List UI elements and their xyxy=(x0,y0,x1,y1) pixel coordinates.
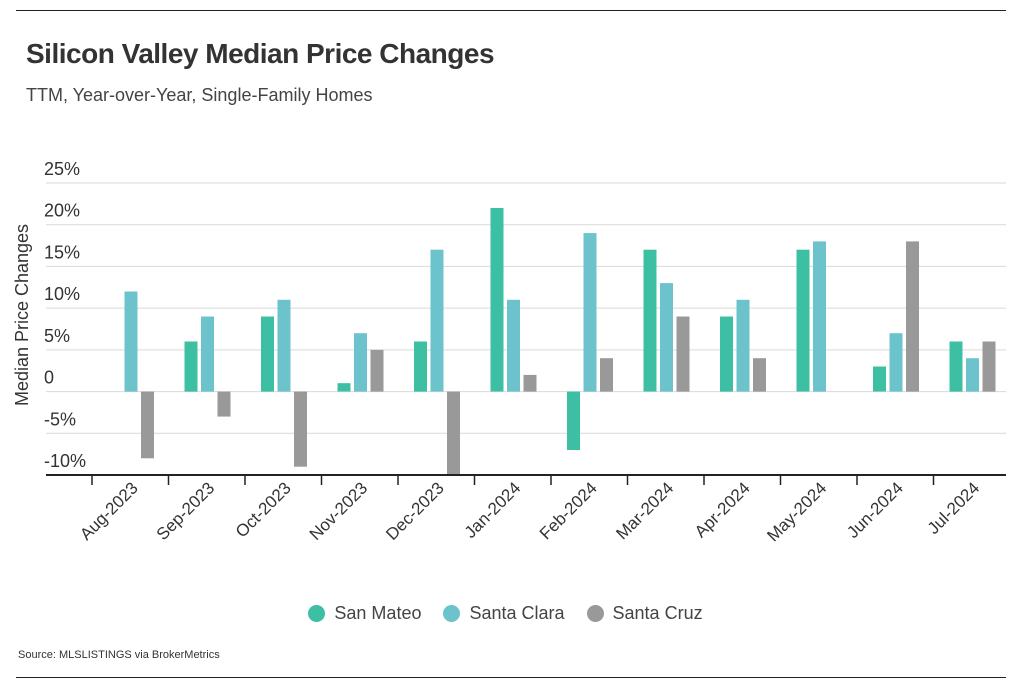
bar-santa-cruz-jun-2024 xyxy=(906,241,919,392)
bar-santa-clara-aug-2023 xyxy=(124,291,138,392)
bar-santa-cruz-nov-2023 xyxy=(370,349,384,392)
x-tick-label: Feb-2024 xyxy=(536,478,601,543)
legend-swatch xyxy=(586,605,604,622)
bar-santa-cruz-jul-2024 xyxy=(982,341,996,392)
y-tick-label: 5% xyxy=(44,326,70,346)
bar-santa-clara-may-2024 xyxy=(813,241,826,392)
legend-item-santa-clara: Santa Clara xyxy=(443,603,565,624)
legend-label: Santa Clara xyxy=(469,603,565,623)
y-tick-label: 25% xyxy=(44,159,80,179)
bar-san-mateo-may-2024 xyxy=(796,249,810,392)
y-tick-label: -10% xyxy=(44,451,86,471)
x-tick-label: Dec-2023 xyxy=(382,478,448,544)
bar-santa-clara-oct-2023 xyxy=(277,299,291,392)
x-tick-label: Mar-2024 xyxy=(612,478,677,543)
bar-santa-cruz-jan-2024 xyxy=(523,374,537,392)
legend-label: Santa Cruz xyxy=(612,603,703,623)
legend-item-santa-cruz: Santa Cruz xyxy=(586,603,703,624)
y-tick-label: 20% xyxy=(44,201,80,221)
legend-label: San Mateo xyxy=(334,603,422,623)
bar-san-mateo-feb-2024 xyxy=(567,391,580,450)
y-axis-title: Median Price Changes xyxy=(12,224,32,406)
bar-santa-clara-jul-2024 xyxy=(966,358,979,392)
chart-legend: San Mateo Santa Clara Santa Cruz xyxy=(0,603,1011,624)
bar-santa-clara-sep-2023 xyxy=(201,316,214,392)
bar-santa-cruz-sep-2023 xyxy=(217,391,231,417)
bar-san-mateo-jan-2024 xyxy=(490,208,504,392)
bar-santa-clara-apr-2024 xyxy=(736,299,750,392)
chart-plot: Median Price Changes 25% 20% 15% 10% 5% 0 -5% -1… xyxy=(12,159,1006,545)
x-tick-label: Apr-2024 xyxy=(691,478,754,541)
chart-subtitle: TTM, Year-over-Year, Single-Family Homes xyxy=(26,85,373,105)
bar-san-mateo-jul-2024 xyxy=(949,341,963,392)
x-tick-label: Jan-2024 xyxy=(461,478,525,542)
legend-swatch xyxy=(443,605,461,622)
bar-santa-cruz-aug-2023 xyxy=(141,391,154,459)
source-note: Source: MLSLISTINGS via BrokerMetrics xyxy=(18,649,220,661)
y-tick-label: 10% xyxy=(44,284,80,304)
bar-san-mateo-oct-2023 xyxy=(261,316,274,392)
legend-item-san-mateo: San Mateo xyxy=(308,603,421,624)
x-tick-label: Nov-2023 xyxy=(306,478,372,544)
y-tick-label: 0 xyxy=(44,368,54,388)
top-rule xyxy=(16,10,1006,11)
bar-san-mateo-mar-2024 xyxy=(643,249,657,392)
x-tick-label: Jun-2024 xyxy=(843,478,907,542)
y-tick-label: 15% xyxy=(44,242,80,262)
x-tick-label: Sep-2023 xyxy=(153,478,219,544)
bar-santa-clara-dec-2023 xyxy=(430,249,444,392)
bar-santa-clara-jan-2024 xyxy=(507,299,520,392)
bar-santa-cruz-mar-2024 xyxy=(676,316,690,392)
bar-santa-clara-mar-2024 xyxy=(660,283,673,392)
bar-san-mateo-dec-2023 xyxy=(414,341,427,392)
x-tick-label: Jul-2024 xyxy=(924,478,984,538)
bar-santa-cruz-apr-2024 xyxy=(753,358,766,392)
bar-santa-cruz-dec-2023 xyxy=(447,391,460,475)
bar-san-mateo-sep-2023 xyxy=(184,341,198,392)
bottom-rule xyxy=(16,677,1006,678)
bar-santa-cruz-oct-2023 xyxy=(294,391,307,467)
x-tick-label: Aug-2023 xyxy=(76,478,142,544)
bar-san-mateo-jun-2024 xyxy=(873,366,886,392)
x-tick-label: May-2024 xyxy=(763,478,830,545)
chart-title: Silicon Valley Median Price Changes xyxy=(26,38,495,69)
bar-san-mateo-nov-2023 xyxy=(337,383,351,392)
bar-santa-cruz-feb-2024 xyxy=(600,358,613,392)
bar-santa-clara-jun-2024 xyxy=(889,333,903,392)
x-tick-label: Oct-2023 xyxy=(232,478,295,541)
bar-santa-clara-feb-2024 xyxy=(583,233,597,392)
bar-santa-clara-nov-2023 xyxy=(354,333,367,392)
legend-swatch xyxy=(308,605,326,622)
bar-san-mateo-apr-2024 xyxy=(720,316,733,392)
y-tick-label: -5% xyxy=(44,409,76,429)
